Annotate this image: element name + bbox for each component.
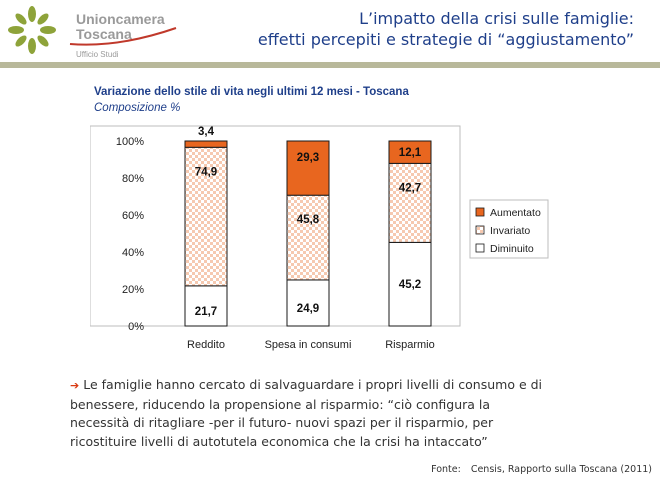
chart-title: Variazione dello stile di vita negli ult… xyxy=(94,86,409,98)
data-label: 12,1 xyxy=(399,147,422,159)
legend-label: Invariato xyxy=(490,225,530,237)
caption: ➔ Le famiglie hanno cercato di salvaguard… xyxy=(70,376,550,451)
legend-swatch xyxy=(475,207,485,217)
office-label: Ufficio Studi xyxy=(76,50,119,59)
x-category-label: Spesa in consumi xyxy=(265,339,352,351)
bar-segment-aumentato xyxy=(184,140,228,148)
bar-segment-invariato xyxy=(388,162,432,243)
flower-logo-icon xyxy=(8,6,56,54)
chart-svg: 0% 20% 40% 60% 80% 100% 21,7 74,9 3,4 Reddito 24,9… xyxy=(90,125,549,351)
chart-subtitle: Composizione % xyxy=(94,102,181,114)
unioncamere-logo: Unioncamera Toscana Ufficio Studi xyxy=(6,4,206,60)
y-tick-label: 80% xyxy=(122,173,144,185)
brand-line1: Unioncamera xyxy=(76,11,165,27)
source-label: Fonte: xyxy=(431,464,461,475)
header: Unioncamera Toscana Ufficio Studi L’impa… xyxy=(0,0,660,62)
bar-segment-invariato xyxy=(286,194,330,281)
legend-label: Diminuito xyxy=(490,243,534,255)
data-label: 3,4 xyxy=(198,126,215,138)
title-line2: effetti percepiti e strategie di “aggius… xyxy=(257,30,634,49)
x-category-label: Risparmio xyxy=(385,339,435,351)
data-label: 24,9 xyxy=(297,303,319,315)
y-tick-label: 40% xyxy=(122,247,144,259)
legend-swatch xyxy=(475,243,485,253)
x-category-label: Reddito xyxy=(187,339,225,351)
brand-line2: Toscana xyxy=(76,26,132,42)
data-label: 45,8 xyxy=(297,214,320,226)
bar-segment-invariato xyxy=(184,146,228,287)
data-label: 21,7 xyxy=(195,306,217,318)
brand-name: Unioncamera Toscana xyxy=(76,12,165,42)
data-label: 45,2 xyxy=(399,279,421,291)
caption-text: Le famiglie hanno cercato di salvaguarda… xyxy=(70,377,543,449)
y-tick-label: 0% xyxy=(128,321,144,333)
header-band xyxy=(0,62,660,68)
source: Fonte: Censis, Rapporto sulla Toscana (20… xyxy=(431,464,652,475)
swoosh-icon xyxy=(69,27,177,46)
title-line1: L’impatto della crisi sulle famiglie: xyxy=(359,9,634,28)
arrow-bullet-icon: ➔ xyxy=(70,379,80,392)
y-tick-label: 60% xyxy=(122,210,144,222)
bar-segment-aumentato xyxy=(388,140,432,164)
chart: Variazione dello stile di vita negli ult… xyxy=(90,86,560,356)
data-label: 29,3 xyxy=(297,152,319,164)
legend-label: Aumentato xyxy=(490,207,541,219)
bar-segment-diminuito xyxy=(184,285,228,327)
legend-swatch xyxy=(475,225,485,235)
page-title: L’impatto della crisi sulle famiglie: ef… xyxy=(258,8,634,50)
y-tick-label: 20% xyxy=(122,284,144,296)
data-label: 42,7 xyxy=(399,182,421,194)
data-label: 74,9 xyxy=(195,166,217,178)
y-tick-label: 100% xyxy=(116,136,144,148)
plot-frame xyxy=(90,125,461,327)
source-text: Censis, Rapporto sulla Toscana (2011) xyxy=(470,464,652,475)
bar-segment-aumentato xyxy=(286,140,330,196)
